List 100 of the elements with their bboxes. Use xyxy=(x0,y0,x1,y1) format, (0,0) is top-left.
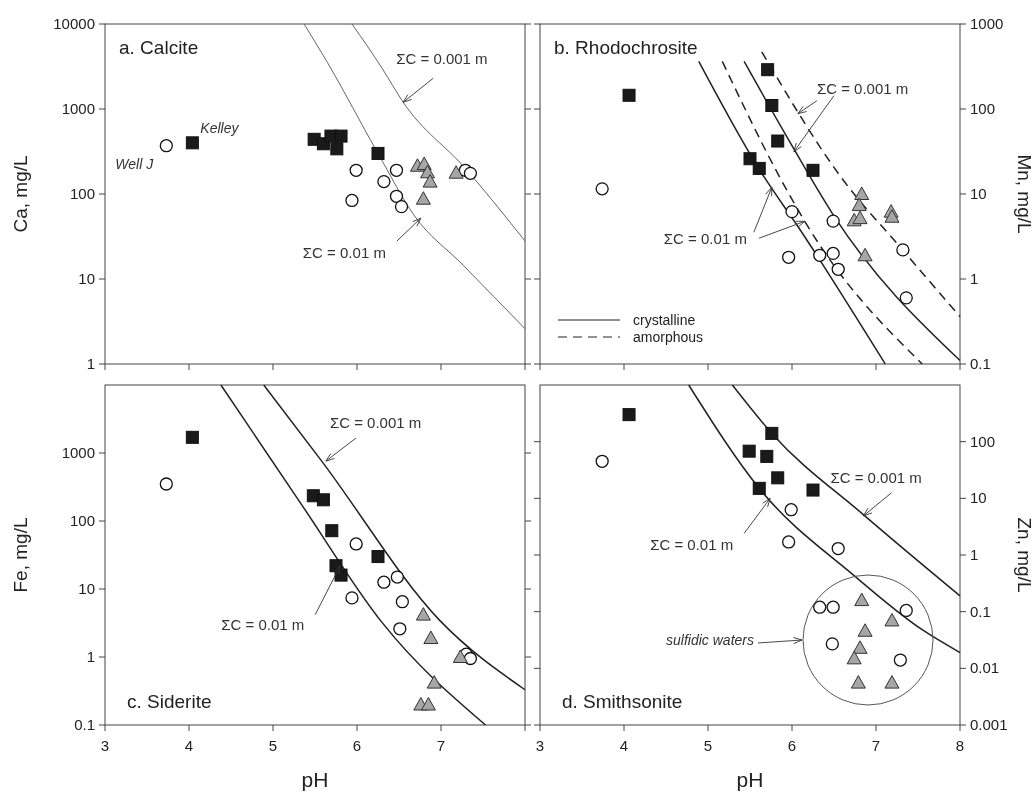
point xyxy=(334,129,348,143)
point xyxy=(426,675,442,689)
point xyxy=(394,199,409,214)
point xyxy=(854,186,870,200)
y-tick-label: 100 xyxy=(69,185,95,202)
point xyxy=(743,152,757,166)
point xyxy=(760,449,774,463)
point xyxy=(595,454,609,468)
point xyxy=(389,189,404,203)
y-tick-label: 1000 xyxy=(970,15,1004,32)
line-series xyxy=(731,384,961,597)
point xyxy=(806,483,820,497)
annotation: ΣC = 0.001 m xyxy=(816,79,909,97)
y-tick-label: 0.001 xyxy=(970,716,1008,733)
point xyxy=(784,503,798,517)
y-axis-title: Zn, mg/L xyxy=(1014,517,1035,593)
point xyxy=(826,246,840,261)
y-axis-title: Fe, mg/L xyxy=(10,517,31,593)
point xyxy=(595,182,609,196)
point xyxy=(831,541,845,556)
x-tick-label: 6 xyxy=(352,737,362,754)
point xyxy=(831,262,845,276)
point xyxy=(852,210,868,225)
point xyxy=(752,481,766,495)
x-tick-label: 7 xyxy=(871,737,881,754)
annotation: Well J xyxy=(115,155,155,172)
x-tick-label: 6 xyxy=(787,737,797,754)
y-tick-label: 0.1 xyxy=(74,716,95,733)
x-tick-label: 3 xyxy=(100,737,110,754)
point xyxy=(781,250,796,264)
annotation: ΣC = 0.001 m xyxy=(396,50,488,68)
point xyxy=(389,163,404,177)
point xyxy=(765,426,779,440)
legend-label: crystalline xyxy=(633,312,696,328)
point xyxy=(377,575,391,589)
annotation: ΣC = 0.01 m xyxy=(663,230,747,248)
point xyxy=(330,142,344,156)
y-tick-label: 1000 xyxy=(61,100,95,117)
annotation: sulfidic waters xyxy=(666,632,754,648)
y-tick-label: 0.01 xyxy=(970,659,1000,677)
legend-label: amorphous xyxy=(633,329,704,345)
x-tick-label: 8 xyxy=(955,737,965,754)
y-tick-label: 10 xyxy=(970,489,987,507)
point xyxy=(345,591,359,605)
point xyxy=(846,650,862,665)
point xyxy=(884,612,900,627)
point xyxy=(371,146,385,160)
x-tick-label: 7 xyxy=(436,737,446,754)
annotation: ΣC = 0.01 m xyxy=(302,244,386,262)
point xyxy=(851,197,867,212)
point xyxy=(345,193,359,208)
y-tick-label: 1 xyxy=(86,355,95,372)
point xyxy=(420,697,436,711)
point xyxy=(785,205,799,219)
point xyxy=(622,408,636,422)
point xyxy=(377,174,391,189)
line-series xyxy=(303,23,526,330)
y-tick-label: 1 xyxy=(86,648,95,665)
point xyxy=(752,161,766,175)
y-axis-title: Mn, mg/L xyxy=(1014,154,1035,234)
point xyxy=(857,247,873,262)
point xyxy=(893,653,908,667)
y-axis-title: Ca, mg/L xyxy=(10,155,31,233)
point xyxy=(159,477,173,491)
text: d. Smithsonite xyxy=(562,691,683,712)
y-tick-label: 10000 xyxy=(53,15,95,32)
point xyxy=(813,248,827,262)
point xyxy=(316,493,330,507)
point xyxy=(463,166,478,180)
point xyxy=(395,595,410,609)
text: c. Siderite xyxy=(127,691,212,712)
point xyxy=(813,600,827,614)
text: a. Calcite xyxy=(119,37,199,58)
point xyxy=(825,637,839,651)
point xyxy=(765,98,779,112)
y-tick-label: 0.1 xyxy=(970,355,991,372)
point xyxy=(448,165,464,179)
point xyxy=(899,291,913,305)
y-tick-label: 100 xyxy=(970,432,996,450)
x-axis-title: pH xyxy=(301,768,329,791)
point xyxy=(742,444,756,458)
point xyxy=(390,570,404,584)
point xyxy=(857,623,873,637)
point xyxy=(423,630,439,645)
text: b. Rhodochrosite xyxy=(554,37,698,58)
line-series xyxy=(351,23,526,242)
point xyxy=(393,622,407,636)
x-tick-label: 4 xyxy=(619,737,629,754)
point xyxy=(884,675,900,689)
y-tick-label: 100 xyxy=(69,512,95,529)
annotation: ΣC = 0.001 m xyxy=(329,414,422,432)
point xyxy=(781,535,796,549)
point xyxy=(771,471,785,485)
point xyxy=(415,191,431,205)
y-tick-label: 1 xyxy=(970,270,979,287)
point xyxy=(159,139,173,153)
y-tick-label: 100 xyxy=(970,100,996,117)
point xyxy=(185,430,199,444)
point xyxy=(899,603,913,618)
point xyxy=(415,607,431,621)
